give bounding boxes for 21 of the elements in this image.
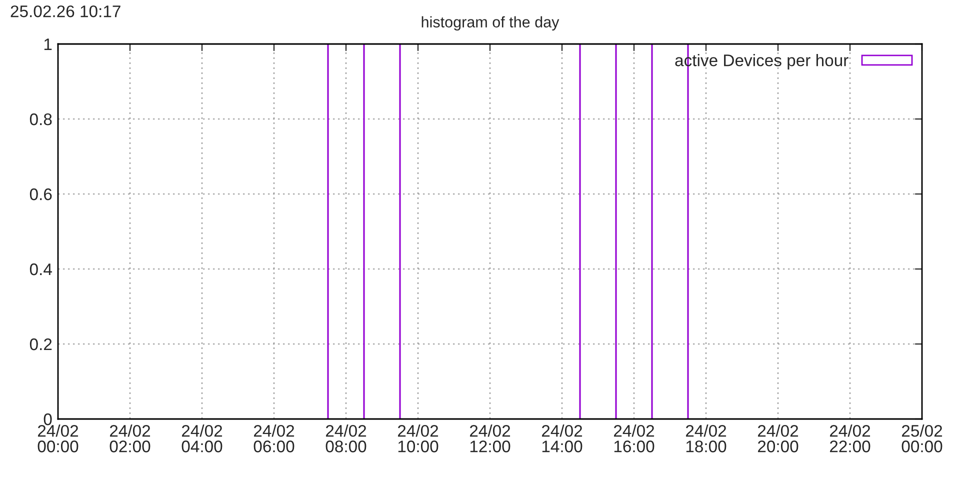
x-tick-label: 24/02 12:00: [470, 424, 510, 452]
x-tick-label: 24/02 20:00: [758, 424, 798, 452]
x-tick-label: 24/02 22:00: [830, 424, 870, 452]
x-tick-label: 24/02 04:00: [182, 424, 222, 452]
x-tick-label: 24/02 10:00: [398, 424, 438, 452]
x-tick-label: 24/02 08:00: [326, 424, 366, 452]
x-tick-label: 24/02 16:00: [614, 424, 654, 452]
x-tick-label: 24/02 18:00: [686, 424, 726, 452]
y-tick-label: 0: [44, 413, 52, 426]
x-tick-label: 25/02 00:00: [902, 424, 942, 452]
y-tick-label: 0.8: [30, 113, 52, 126]
chart-title: histogram of the day: [422, 16, 560, 31]
y-tick-label: 0.4: [30, 263, 52, 276]
x-tick-label: 24/02 06:00: [254, 424, 294, 452]
x-tick-label: 24/02 00:00: [38, 424, 78, 452]
y-tick-label: 0.6: [30, 188, 52, 200]
x-tick-label: 24/02 14:00: [542, 424, 582, 452]
x-tick-label: 24/02 02:00: [110, 424, 150, 452]
y-tick-label: 1: [44, 38, 52, 50]
text: 25.02.26 10:17: [10, 5, 120, 18]
y-tick-label: 0.2: [30, 338, 52, 350]
